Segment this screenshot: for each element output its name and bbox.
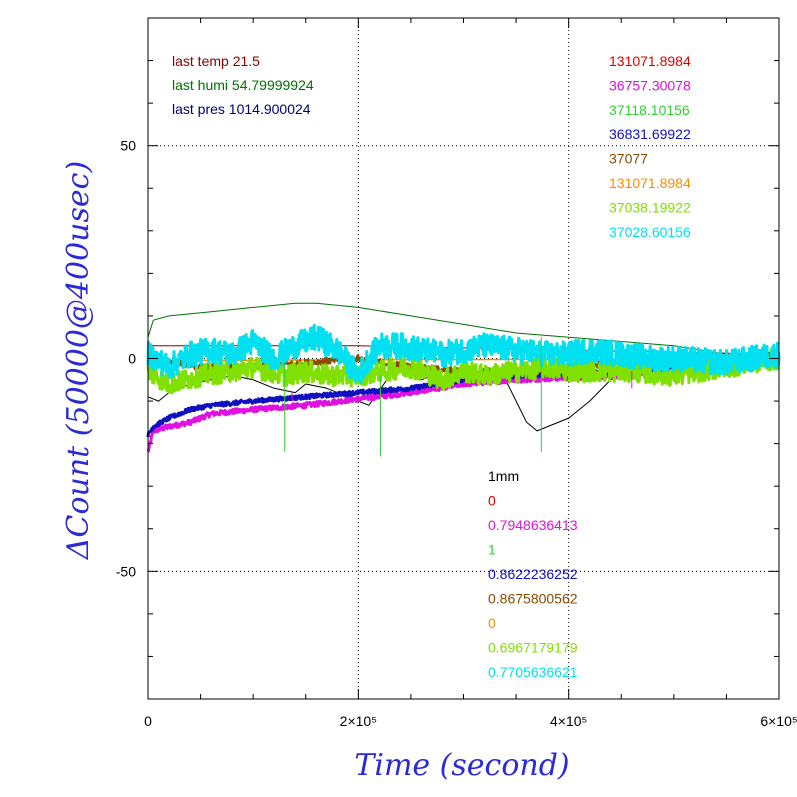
x-axis-title: Time (second) — [354, 748, 569, 783]
top-right-legend-item: 37077 — [609, 151, 648, 167]
y-axis-title: ΔCount (50000@400usec) — [61, 161, 96, 560]
series-line-0 — [147, 302, 779, 355]
x-tick-label: 0 — [144, 713, 152, 729]
bottom-legend-item: 0 — [488, 615, 496, 631]
series-line-8 — [146, 323, 781, 385]
x-tick-label: 4×10⁵ — [550, 713, 587, 729]
series-line-7 — [146, 347, 781, 395]
top-right-legend-item: 36831.69922 — [609, 126, 691, 142]
y-tick-label: 0 — [128, 351, 136, 367]
y-tick-label: -50 — [116, 563, 136, 579]
top-right-legend-item: 37028.60156 — [609, 224, 691, 240]
bottom-legend-item: 1 — [488, 542, 496, 558]
bottom-legend-item: 0.7705636621 — [488, 664, 578, 680]
top-right-legend-item: 37118.10156 — [609, 102, 690, 118]
bottom-legend-item: 0.7948636413 — [488, 517, 578, 533]
series-group — [146, 302, 781, 457]
top-left-legend-item: last pres 1014.900024 — [172, 101, 311, 117]
bottom-legend-item: 0 — [488, 493, 496, 509]
x-tick-label: 2×10⁵ — [340, 713, 377, 729]
bottom-legend-item: 0.8675800562 — [488, 591, 578, 607]
top-right-legend-item: 37038.19922 — [609, 199, 691, 215]
bottom-legend-item: 0.8622236252 — [488, 566, 578, 582]
x-tick-label: 6×10⁵ — [760, 713, 797, 729]
top-right-legend-item: 131071.8984 — [609, 175, 691, 191]
bottom-legend-item: 0.6967179179 — [488, 640, 578, 656]
top-left-legend-item: last temp 21.5 — [172, 53, 260, 69]
axes: 0 2×10⁵ 4×10⁵ 6×10⁵ 50 0 -50 — [116, 17, 797, 729]
top-left-legend-item: last humi 54.79999924 — [172, 77, 314, 93]
top-right-legend-item: 131071.8984 — [609, 53, 691, 69]
y-tick-label: 50 — [120, 138, 136, 154]
legends: last temp 21.5 last humi 54.79999924 last … — [172, 53, 691, 680]
top-right-legend-item: 36757.30078 — [609, 77, 691, 93]
bottom-legend-item: 1mm — [488, 468, 519, 484]
